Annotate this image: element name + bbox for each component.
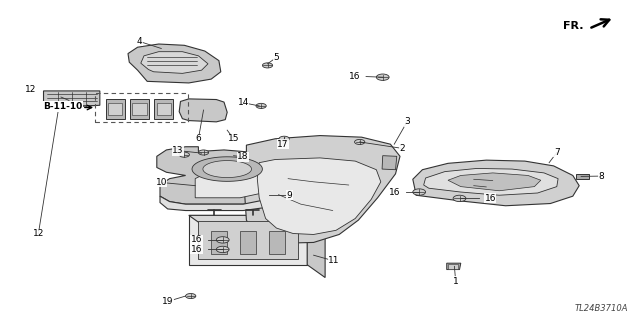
Text: 5: 5: [274, 53, 279, 62]
Text: 11: 11: [328, 256, 340, 265]
Polygon shape: [424, 168, 558, 195]
Polygon shape: [157, 147, 294, 204]
Polygon shape: [192, 157, 262, 181]
Text: 6: 6: [196, 134, 201, 143]
Circle shape: [355, 139, 365, 145]
Text: 1: 1: [453, 277, 458, 286]
Polygon shape: [413, 160, 579, 206]
Text: 2: 2: [399, 144, 404, 153]
Polygon shape: [189, 215, 325, 228]
Polygon shape: [211, 231, 227, 254]
Circle shape: [179, 152, 189, 157]
Text: 4: 4: [137, 37, 142, 46]
Polygon shape: [447, 263, 461, 270]
Text: 10: 10: [156, 178, 167, 187]
Polygon shape: [106, 99, 125, 119]
Text: 16: 16: [349, 72, 360, 81]
Polygon shape: [108, 103, 122, 115]
Text: 3: 3: [404, 117, 410, 126]
Text: TL24B3710A: TL24B3710A: [575, 304, 628, 313]
Polygon shape: [448, 264, 458, 269]
Polygon shape: [244, 136, 400, 243]
Circle shape: [262, 63, 273, 68]
Bar: [95, 93, 188, 122]
Circle shape: [376, 74, 389, 80]
Text: 12: 12: [33, 229, 44, 238]
Circle shape: [413, 189, 426, 195]
Text: 16: 16: [191, 245, 202, 254]
Text: 12: 12: [25, 85, 36, 94]
Text: 17: 17: [277, 140, 289, 149]
Polygon shape: [179, 99, 227, 122]
Circle shape: [216, 237, 229, 243]
Polygon shape: [576, 174, 589, 179]
Text: B-11-10: B-11-10: [43, 102, 83, 111]
Circle shape: [186, 293, 196, 299]
Polygon shape: [269, 231, 285, 254]
Text: 18: 18: [237, 152, 249, 161]
Circle shape: [279, 136, 289, 141]
Text: 15: 15: [228, 134, 239, 143]
Text: 16: 16: [389, 188, 401, 197]
Polygon shape: [195, 170, 275, 198]
Polygon shape: [448, 173, 541, 191]
Circle shape: [256, 103, 266, 108]
Polygon shape: [257, 158, 381, 234]
Polygon shape: [382, 156, 397, 170]
Polygon shape: [130, 99, 149, 119]
Polygon shape: [160, 185, 301, 211]
Polygon shape: [203, 160, 252, 178]
Polygon shape: [157, 103, 171, 115]
Polygon shape: [240, 231, 256, 254]
Text: 7: 7: [554, 148, 559, 157]
Text: 19: 19: [162, 297, 173, 306]
Polygon shape: [189, 215, 307, 265]
Text: FR.: FR.: [563, 20, 584, 31]
Text: 8: 8: [599, 172, 604, 181]
Polygon shape: [307, 215, 325, 278]
Polygon shape: [44, 91, 100, 108]
Polygon shape: [128, 44, 221, 83]
Text: 16: 16: [484, 194, 496, 203]
Polygon shape: [154, 99, 173, 119]
Polygon shape: [141, 52, 208, 73]
Text: 16: 16: [191, 235, 202, 244]
Polygon shape: [198, 221, 298, 259]
Text: 13: 13: [172, 146, 184, 155]
Polygon shape: [132, 103, 147, 115]
Text: 14: 14: [237, 98, 249, 107]
Circle shape: [198, 150, 209, 155]
Circle shape: [453, 195, 466, 202]
Text: 9: 9: [287, 191, 292, 200]
Circle shape: [216, 246, 229, 253]
